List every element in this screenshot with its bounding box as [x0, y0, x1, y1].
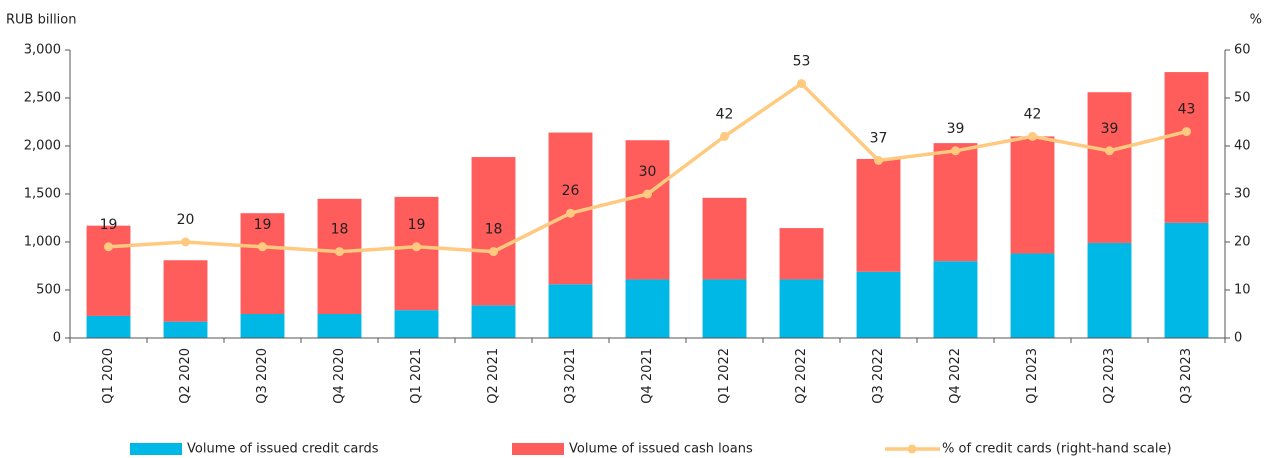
bar	[240, 314, 285, 338]
line-marker	[1105, 146, 1114, 156]
data-label: 30	[639, 164, 657, 180]
x-tick-label: Q2 2020	[178, 348, 193, 404]
y2-axis-label: %	[1250, 13, 1262, 28]
data-label: 53	[793, 54, 811, 70]
line-marker	[797, 79, 806, 89]
y-tick-label: 500	[36, 283, 61, 298]
line-marker	[720, 131, 729, 141]
line-marker	[951, 146, 960, 156]
x-tick-label: Q4 2022	[948, 348, 963, 404]
data-label: 20	[177, 212, 195, 228]
y2-tick-label: 30	[1234, 187, 1251, 202]
line-marker	[1182, 127, 1191, 137]
x-tick-label: Q3 2020	[255, 348, 270, 404]
data-label: 26	[562, 183, 580, 199]
x-tick-label: Q2 2023	[1102, 348, 1117, 404]
bar	[1164, 72, 1209, 223]
legend-label: % of credit cards (right-hand scale)	[942, 442, 1172, 457]
line-marker	[643, 189, 652, 199]
data-label: 39	[1101, 121, 1119, 137]
y2-tick-label: 40	[1234, 139, 1251, 154]
bar	[702, 197, 747, 280]
bar	[394, 196, 439, 311]
bar	[1010, 253, 1055, 338]
bar	[1087, 242, 1132, 338]
bar	[779, 279, 824, 338]
line-marker	[566, 208, 575, 218]
bar	[394, 310, 439, 338]
data-label: 37	[870, 130, 888, 146]
data-label: 39	[947, 121, 965, 137]
bar	[625, 140, 670, 280]
legend-label: Volume of issued cash loans	[569, 442, 753, 457]
x-tick-label: Q4 2020	[332, 348, 347, 404]
y2-tick-label: 60	[1234, 43, 1251, 58]
bar	[1010, 136, 1055, 254]
legend-swatch	[907, 444, 917, 454]
data-label: 19	[254, 217, 272, 233]
x-tick-label: Q3 2021	[563, 348, 578, 404]
data-label: 18	[485, 222, 503, 238]
data-label: 18	[331, 222, 349, 238]
bar	[471, 305, 516, 338]
x-tick-label: Q2 2021	[486, 348, 501, 404]
bar	[86, 315, 131, 338]
y-tick-label: 2,500	[24, 91, 61, 106]
x-tick-label: Q2 2022	[794, 348, 809, 404]
bar	[471, 157, 516, 306]
line-marker	[181, 237, 190, 247]
data-label: 19	[408, 217, 426, 233]
data-label: 42	[716, 106, 734, 122]
line-marker	[874, 155, 883, 165]
line-marker	[412, 242, 421, 252]
bar	[933, 143, 978, 262]
line-marker	[335, 247, 344, 257]
bar	[779, 228, 824, 280]
bar	[317, 198, 362, 314]
y2-tick-label: 10	[1234, 283, 1251, 298]
y2-tick-label: 20	[1234, 235, 1251, 250]
bar	[702, 279, 747, 338]
bar	[1164, 222, 1209, 338]
x-tick-label: Q1 2021	[409, 348, 424, 404]
y2-tick-label: 0	[1234, 331, 1242, 346]
data-label: 19	[100, 217, 118, 233]
y-tick-label: 2,000	[24, 139, 61, 154]
y-tick-label: 0	[53, 331, 61, 346]
bar	[163, 321, 208, 338]
bar	[1087, 92, 1132, 243]
y2-tick-label: 50	[1234, 91, 1251, 106]
x-tick-label: Q1 2022	[717, 348, 732, 404]
bar	[856, 158, 901, 272]
y-axis-label: RUB billion	[6, 13, 77, 28]
legend-swatch	[130, 443, 182, 455]
bar	[856, 271, 901, 338]
y-tick-label: 3,000	[24, 43, 61, 58]
x-tick-label: Q1 2023	[1025, 348, 1040, 404]
line-marker	[489, 247, 498, 257]
x-tick-label: Q3 2022	[871, 348, 886, 404]
y-tick-label: 1,000	[24, 235, 61, 250]
y-tick-label: 1,500	[24, 187, 61, 202]
bar	[933, 261, 978, 338]
line-marker	[104, 242, 113, 252]
bar	[548, 284, 593, 338]
bar	[163, 260, 208, 322]
x-tick-label: Q3 2023	[1179, 348, 1194, 404]
line-marker	[1028, 131, 1037, 141]
x-tick-label: Q1 2020	[101, 348, 116, 404]
x-tick-label: Q4 2021	[640, 348, 655, 404]
bar	[240, 213, 285, 314]
bar	[317, 314, 362, 338]
data-label: 43	[1178, 102, 1196, 118]
line-marker	[258, 242, 267, 252]
legend-label: Volume of issued credit cards	[187, 442, 379, 457]
legend-swatch	[512, 443, 564, 455]
bar	[625, 279, 670, 338]
bar	[86, 225, 131, 316]
data-label: 42	[1024, 106, 1042, 122]
